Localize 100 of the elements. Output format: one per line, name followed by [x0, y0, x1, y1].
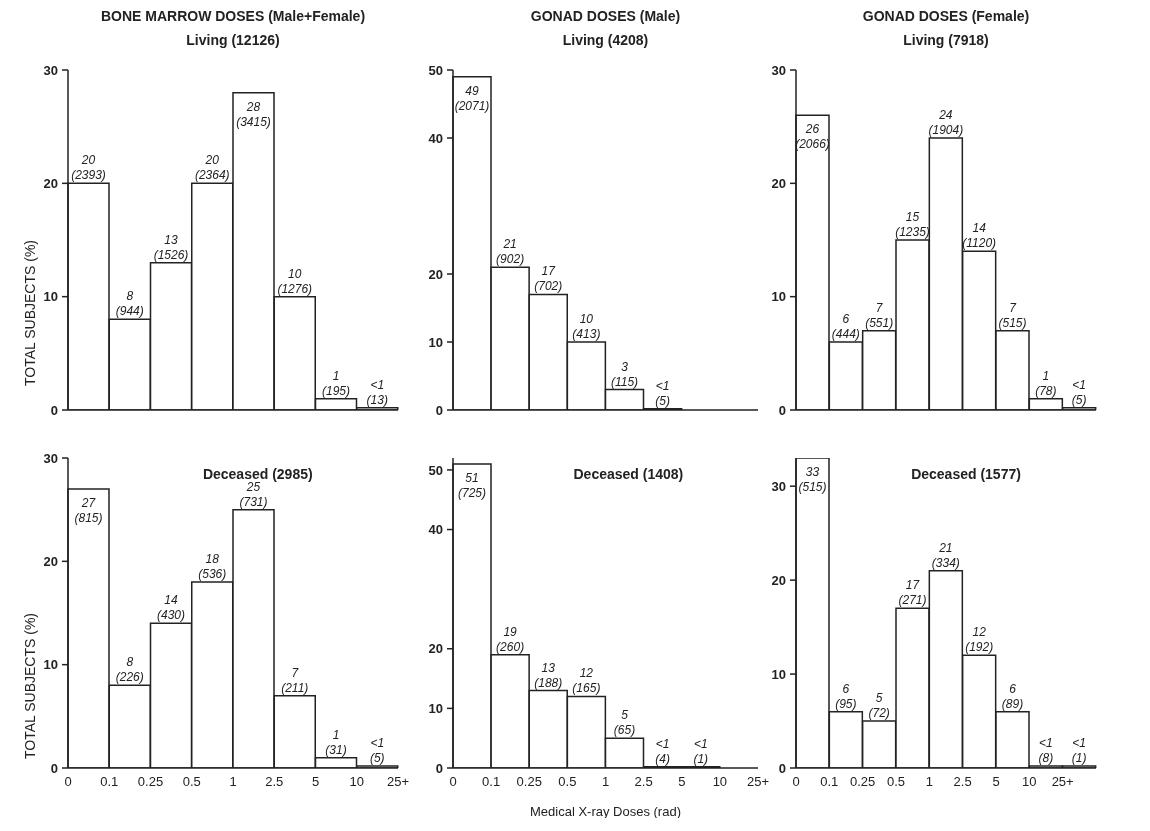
text: 2.5	[633, 774, 654, 789]
text: 0	[448, 774, 458, 789]
y-tick-label: 0	[778, 402, 786, 418]
text: 0.25	[515, 774, 543, 789]
data-label: 49 (2071)	[454, 83, 490, 113]
y-tick-label: 10	[771, 289, 786, 305]
text: 25+	[745, 774, 771, 789]
data-label: 10 (1276)	[277, 266, 313, 296]
chart-subtitle: Living (12126)	[185, 32, 281, 48]
y-axis-title: TOTAL SUBJECTS (%)	[21, 240, 38, 386]
data-label: 14 (1120)	[962, 221, 997, 251]
data-label: 8 (944)	[115, 289, 144, 319]
data-label: 1 (195)	[321, 368, 351, 398]
data-label: 7 (551)	[865, 300, 894, 330]
data-label: 14 (430)	[156, 593, 186, 623]
text: 25+	[385, 774, 411, 789]
y-tick-label: 30	[43, 450, 58, 466]
data-label: 10 (413)	[572, 312, 601, 341]
data-label: 3 (115)	[610, 359, 639, 389]
y-tick-label: 0	[50, 760, 58, 776]
text: 25+	[1050, 774, 1075, 789]
data-label: <1 (5)	[1071, 377, 1087, 407]
text: 0.5	[885, 774, 907, 789]
text: 0	[791, 774, 801, 789]
y-tick-label: 10	[428, 701, 443, 716]
chart-title: BONE MARROW DOSES (Male+Female)	[99, 8, 367, 24]
text: 0.5	[557, 774, 578, 789]
data-label: 12 (165)	[572, 666, 601, 696]
y-tick-label: 30	[771, 62, 786, 78]
y-tick-label: 30	[771, 478, 786, 494]
data-label: 19 (260)	[496, 624, 525, 654]
y-tick-label: 10	[43, 657, 58, 673]
y-tick-label: 10	[771, 666, 786, 682]
data-label: 13 (188)	[534, 660, 563, 690]
y-tick-label: 20	[428, 641, 443, 657]
data-label: 33 (515)	[798, 465, 827, 494]
text: Deceased (1408)	[572, 466, 685, 482]
data-label: 13 (1526)	[153, 232, 189, 262]
text: Deceased (2985)	[201, 466, 314, 482]
data-label: 21 (334)	[931, 540, 960, 570]
data-label: 7 (515)	[998, 300, 1027, 330]
text: 2.5	[952, 774, 973, 789]
text: 0.1	[481, 774, 502, 789]
data-label: 17 (702)	[534, 264, 563, 294]
data-label: 28 (3415)	[236, 99, 271, 129]
y-tick-label: 50	[428, 62, 443, 78]
data-label: 1 (31)	[325, 727, 347, 757]
data-label: 20 (2364)	[194, 153, 230, 183]
text: 10	[1021, 774, 1038, 789]
x-axis-title: Medical X-ray Doses (rad)	[530, 804, 681, 819]
y-tick-label: 20	[771, 572, 786, 588]
data-label: 8 (226)	[115, 655, 144, 685]
text: 10	[711, 774, 729, 789]
data-label: 17 (271)	[898, 578, 927, 608]
data-label: 6 (95)	[835, 681, 857, 711]
text: 0.25	[849, 774, 877, 789]
chart-subtitle: Living (4208)	[561, 32, 650, 48]
data-label: <1 (4)	[655, 736, 670, 766]
chart-title: GONAD DOSES (Female)	[861, 8, 1031, 24]
data-label: 21 (902)	[496, 237, 525, 267]
data-label: <1 (1)	[1071, 736, 1087, 766]
data-label: 12 (192)	[965, 625, 994, 655]
chart-subtitle: Living (7918)	[902, 32, 990, 48]
y-tick-label: 20	[43, 553, 58, 569]
data-label: 25 (731)	[239, 479, 268, 509]
y-tick-label: 10	[43, 289, 58, 305]
y-tick-label: 0	[50, 402, 58, 418]
data-label: <1 (5)	[369, 735, 385, 765]
y-tick-label: 20	[43, 175, 58, 191]
y-tick-label: 10	[428, 334, 443, 350]
data-label: 1 (78)	[1035, 368, 1057, 398]
data-label: 5 (72)	[868, 691, 890, 721]
y-tick-label: 50	[428, 462, 443, 478]
data-label: 18 (536)	[198, 552, 227, 581]
y-tick-label: 40	[428, 130, 443, 146]
text: 0	[63, 774, 73, 789]
y-tick-label: 40	[428, 522, 443, 538]
data-label: 5 (65)	[613, 708, 636, 738]
text: 5	[991, 774, 1001, 789]
text: 0.5	[181, 774, 202, 789]
data-label: 7 (211)	[281, 665, 309, 695]
data-label: 24 (1904)	[928, 108, 964, 137]
data-label: 6 (89)	[1001, 681, 1024, 711]
y-tick-label: 20	[771, 175, 786, 191]
text: 2.5	[264, 774, 285, 789]
text: 5	[310, 774, 321, 789]
text: 0.1	[819, 774, 840, 789]
y-tick-label: 0	[778, 760, 786, 776]
text: 1	[600, 774, 611, 789]
y-axis-title: TOTAL SUBJECTS (%)	[21, 613, 38, 759]
data-label: <1 (1)	[693, 736, 709, 766]
data-label: 15 (1235)	[895, 210, 930, 239]
data-label: <1 (8)	[1038, 736, 1054, 766]
text: 1	[228, 774, 238, 789]
data-label: 27 (815)	[74, 496, 103, 525]
data-label: 51 (725)	[457, 470, 487, 500]
text: 5	[677, 774, 687, 789]
chart-title: GONAD DOSES (Male)	[529, 8, 682, 24]
data-label: <1 (13)	[366, 377, 388, 407]
text: 0.1	[99, 774, 120, 789]
